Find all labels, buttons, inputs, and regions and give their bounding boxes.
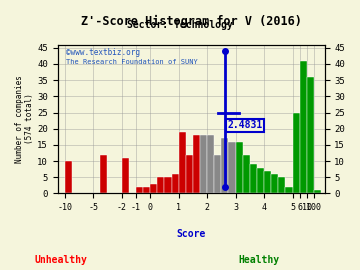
Text: 2.4831: 2.4831 xyxy=(227,120,262,130)
Bar xyxy=(207,135,214,193)
Bar xyxy=(271,174,278,193)
Bar xyxy=(300,61,307,193)
Bar xyxy=(143,187,150,193)
Bar xyxy=(157,177,165,193)
Bar xyxy=(136,187,143,193)
Bar xyxy=(235,142,243,193)
Bar xyxy=(307,77,314,193)
Text: The Research Foundation of SUNY: The Research Foundation of SUNY xyxy=(66,59,197,65)
Bar xyxy=(293,113,300,193)
Bar xyxy=(229,142,235,193)
Bar xyxy=(257,167,264,193)
Bar xyxy=(250,164,257,193)
Text: Unhealthy: Unhealthy xyxy=(35,255,87,265)
Title: Z'-Score Histogram for V (2016): Z'-Score Histogram for V (2016) xyxy=(81,15,302,28)
Bar xyxy=(122,158,129,193)
Bar xyxy=(243,154,250,193)
Text: Sector: Technology: Sector: Technology xyxy=(127,20,233,30)
Bar xyxy=(165,177,171,193)
Bar xyxy=(214,154,221,193)
Bar xyxy=(221,139,229,193)
Bar xyxy=(186,154,193,193)
Bar xyxy=(200,135,207,193)
Bar xyxy=(65,161,72,193)
Bar xyxy=(285,187,293,193)
Bar xyxy=(264,171,271,193)
Bar xyxy=(100,154,108,193)
Bar xyxy=(278,177,285,193)
Bar xyxy=(150,184,157,193)
Text: ©www.textbiz.org: ©www.textbiz.org xyxy=(66,48,140,56)
Y-axis label: Number of companies
(574 total): Number of companies (574 total) xyxy=(15,75,35,163)
Bar xyxy=(171,174,179,193)
X-axis label: Score: Score xyxy=(176,229,206,239)
Bar xyxy=(193,135,200,193)
Bar xyxy=(314,190,321,193)
Bar xyxy=(179,132,186,193)
Text: Healthy: Healthy xyxy=(239,255,280,265)
